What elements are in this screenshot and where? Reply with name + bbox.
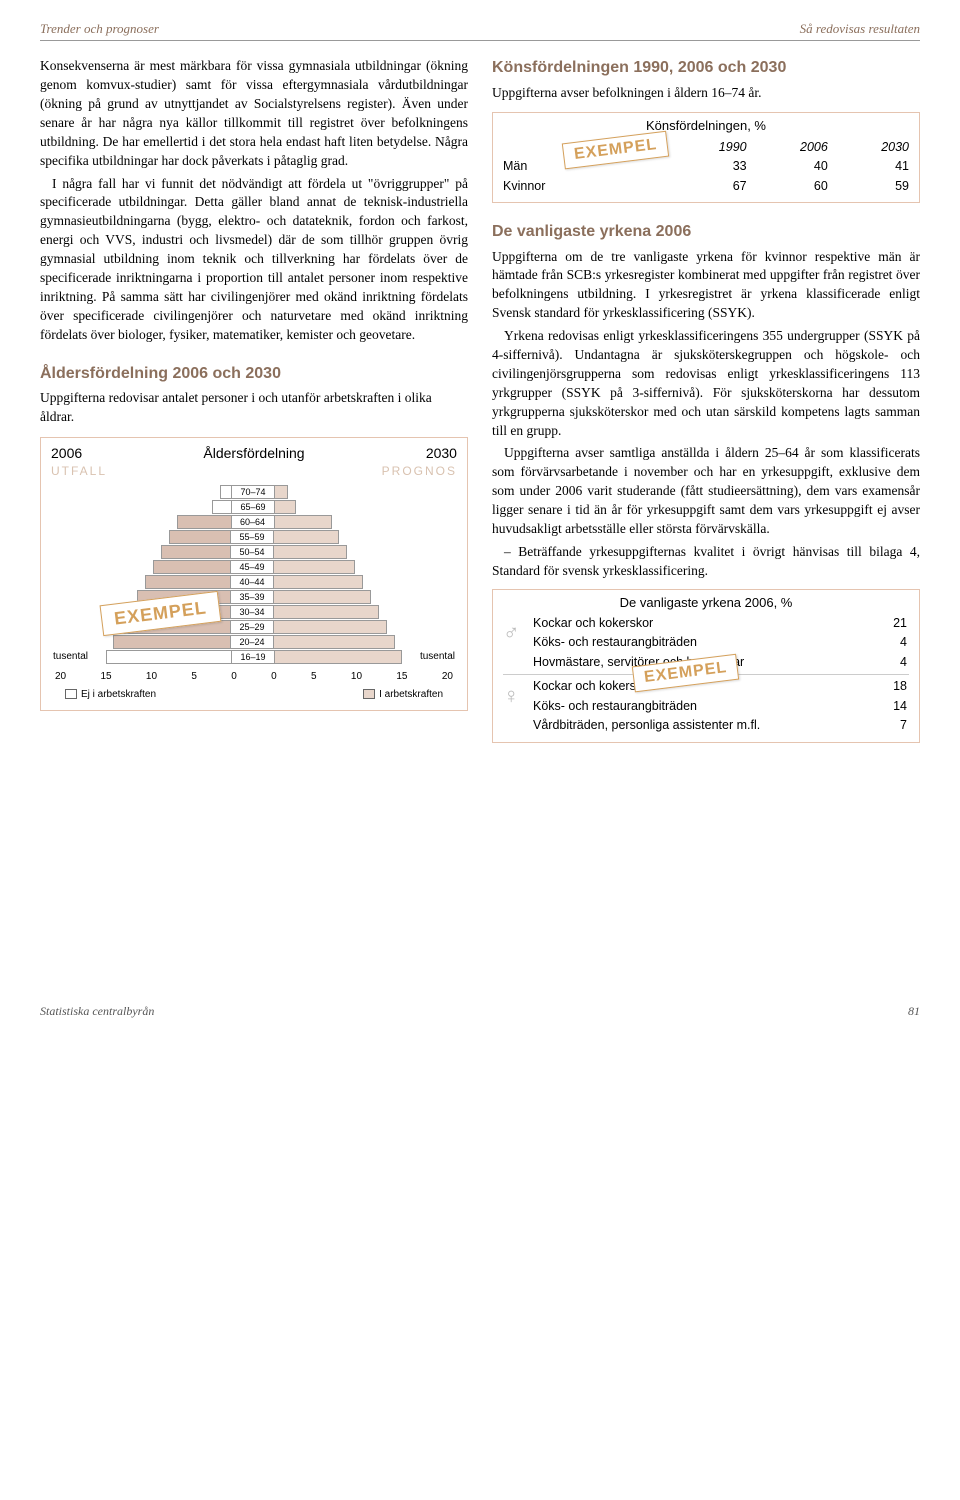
legend-left: Ej i arbetskraften [65, 688, 156, 702]
pyramid-row: 30–34 [45, 604, 463, 619]
occ-heading: De vanligaste yrkena 2006 [492, 221, 920, 243]
table-row: Kvinnor676059 [493, 177, 919, 197]
pyramid-row: 40–44 [45, 574, 463, 589]
page-footer: Statistiska centralbyrån 81 [40, 1003, 920, 1020]
header-right: Så redovisas resultaten [800, 20, 920, 38]
pyramid-axis: 20 15 10 5 0 0 5 10 15 20 [45, 668, 463, 684]
axis-tick: 5 [191, 670, 197, 684]
table-row: Kockar och kokerskor21 [493, 614, 919, 634]
gender-table-title: Könsfördelningen, % [493, 117, 919, 135]
pyramid-left-sub: UTFALL [51, 463, 107, 480]
pyramid-row: 60–64 [45, 514, 463, 529]
pyramid-title: Åldersfördelning [203, 444, 304, 464]
pyramid-row: 16–19tusentaltusental [45, 649, 463, 664]
gender-subtitle: Uppgifterna avser befolkningen i åldern … [492, 84, 920, 103]
pyramid-row: 20–24 [45, 634, 463, 649]
pyramid-row: 50–54 [45, 544, 463, 559]
left-para-2: I några fall har vi funnit det nödvändig… [40, 175, 468, 345]
pyramid-left-year: 2006 [51, 444, 82, 464]
left-column: Konsekvenserna är mest märkbara för viss… [40, 57, 468, 743]
female-icon: ♀ [503, 681, 523, 711]
axis-tick: 5 [311, 670, 317, 684]
age-subtitle: Uppgifterna redovisar antalet personer i… [40, 389, 468, 427]
pyramid-row: 70–74 [45, 484, 463, 499]
occ-table: De vanligaste yrkena 2006, % ♂ Kockar oc… [492, 589, 920, 743]
occ-para-4: – Beträffande yrkesuppgifternas kvalitet… [492, 543, 920, 581]
gender-heading: Könsfördelningen 1990, 2006 och 2030 [492, 57, 920, 79]
axis-tick: 20 [442, 670, 453, 684]
axis-tick: 0 [231, 670, 237, 684]
axis-tick: 10 [351, 670, 362, 684]
gender-table: Könsfördelningen, % 1990 2006 2030 Män33… [492, 112, 920, 203]
axis-tick: 0 [271, 670, 277, 684]
table-row: Vårdbiträden, personliga assistenter m.f… [493, 716, 919, 736]
occ-para-2: Yrkena redovisas enligt yrkesklassificer… [492, 327, 920, 440]
right-column: Könsfördelningen 1990, 2006 och 2030 Upp… [492, 57, 920, 743]
pyramid-right-sub: PROGNOS [382, 463, 457, 480]
table-row: Kockar och kokerskor18 [493, 677, 919, 697]
legend-right: I arbetskraften [363, 688, 443, 702]
table-row: Hovmästare, servitörer och bartendrar4 [493, 653, 919, 673]
axis-tick: 10 [146, 670, 157, 684]
page-header: Trender och prognoser Så redovisas resul… [40, 20, 920, 41]
header-left: Trender och prognoser [40, 20, 159, 38]
occ-para-1: Uppgifterna om de tre vanligaste yrkena … [492, 248, 920, 324]
footer-pagenum: 81 [908, 1003, 920, 1020]
occ-table-title: De vanligaste yrkena 2006, % [493, 594, 919, 612]
table-row: Köks- och restaurangbiträden14 [493, 697, 919, 717]
pyramid-row: 45–49 [45, 559, 463, 574]
age-heading: Åldersfördelning 2006 och 2030 [40, 363, 468, 385]
pyramid-row: 35–39 [45, 589, 463, 604]
pyramid-row: 65–69 [45, 499, 463, 514]
male-icon: ♂ [503, 618, 523, 648]
footer-left: Statistiska centralbyrån [40, 1003, 154, 1020]
occ-para-3: Uppgifterna avser samtliga anställda i å… [492, 444, 920, 538]
pyramid-row: 55–59 [45, 529, 463, 544]
table-row: Män334041 [493, 157, 919, 177]
gender-table-header: 1990 2006 2030 [493, 138, 919, 158]
axis-tick: 20 [55, 670, 66, 684]
pyramid-row: 25–29 [45, 619, 463, 634]
table-row: Köks- och restaurangbiträden4 [493, 633, 919, 653]
main-columns: Konsekvenserna är mest märkbara för viss… [40, 57, 920, 743]
axis-tick: 15 [100, 670, 111, 684]
pyramid-body: 70–7465–6960–6455–5950–5445–4940–4435–39… [45, 484, 463, 668]
pyramid-chart: 2006 Åldersfördelning 2030 UTFALL PROGNO… [40, 437, 468, 711]
pyramid-right-year: 2030 [426, 444, 457, 464]
axis-tick: 15 [396, 670, 407, 684]
left-para-1: Konsekvenserna är mest märkbara för viss… [40, 57, 468, 170]
